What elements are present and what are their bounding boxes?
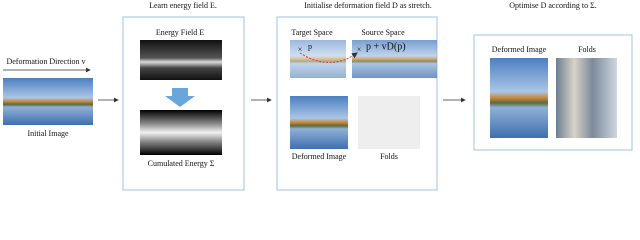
label: Source Space <box>361 28 405 37</box>
cross: × <box>298 45 303 54</box>
label: Folds <box>380 152 398 161</box>
label: Deformed Image <box>292 152 347 161</box>
label: Energy Field E <box>156 28 204 37</box>
panel <box>473 34 633 151</box>
result-folds <box>556 58 617 138</box>
initial-label: Initial Image <box>27 129 69 138</box>
target-image <box>290 40 346 78</box>
direction-label: Deformation Direction v <box>6 57 85 66</box>
step-title: Optimise D according to Σ. <box>509 1 597 10</box>
result-image <box>490 58 548 138</box>
label: Deformed Image <box>492 45 547 54</box>
panel <box>122 16 245 191</box>
label: Target Space <box>291 28 333 37</box>
cumulated-image <box>140 110 222 155</box>
step-title: Learn energy field E. <box>149 1 217 10</box>
figure: Deformation Direction v Initial Image Le… <box>3 1 633 191</box>
cross: × <box>357 45 362 54</box>
step-title: Initialise deformation field D as stretc… <box>304 1 432 10</box>
initial-image <box>3 78 93 125</box>
label: Folds <box>578 45 596 54</box>
mapped-label: p + vD(p) <box>366 41 406 52</box>
point-label: p <box>308 42 312 51</box>
folds-image <box>358 96 420 149</box>
energy-image <box>140 40 222 80</box>
source-image <box>352 40 437 78</box>
label: Cumulated Energy Σ <box>148 159 215 168</box>
down-arrow <box>165 88 195 107</box>
panel <box>276 16 438 191</box>
deformed-image <box>290 96 348 149</box>
